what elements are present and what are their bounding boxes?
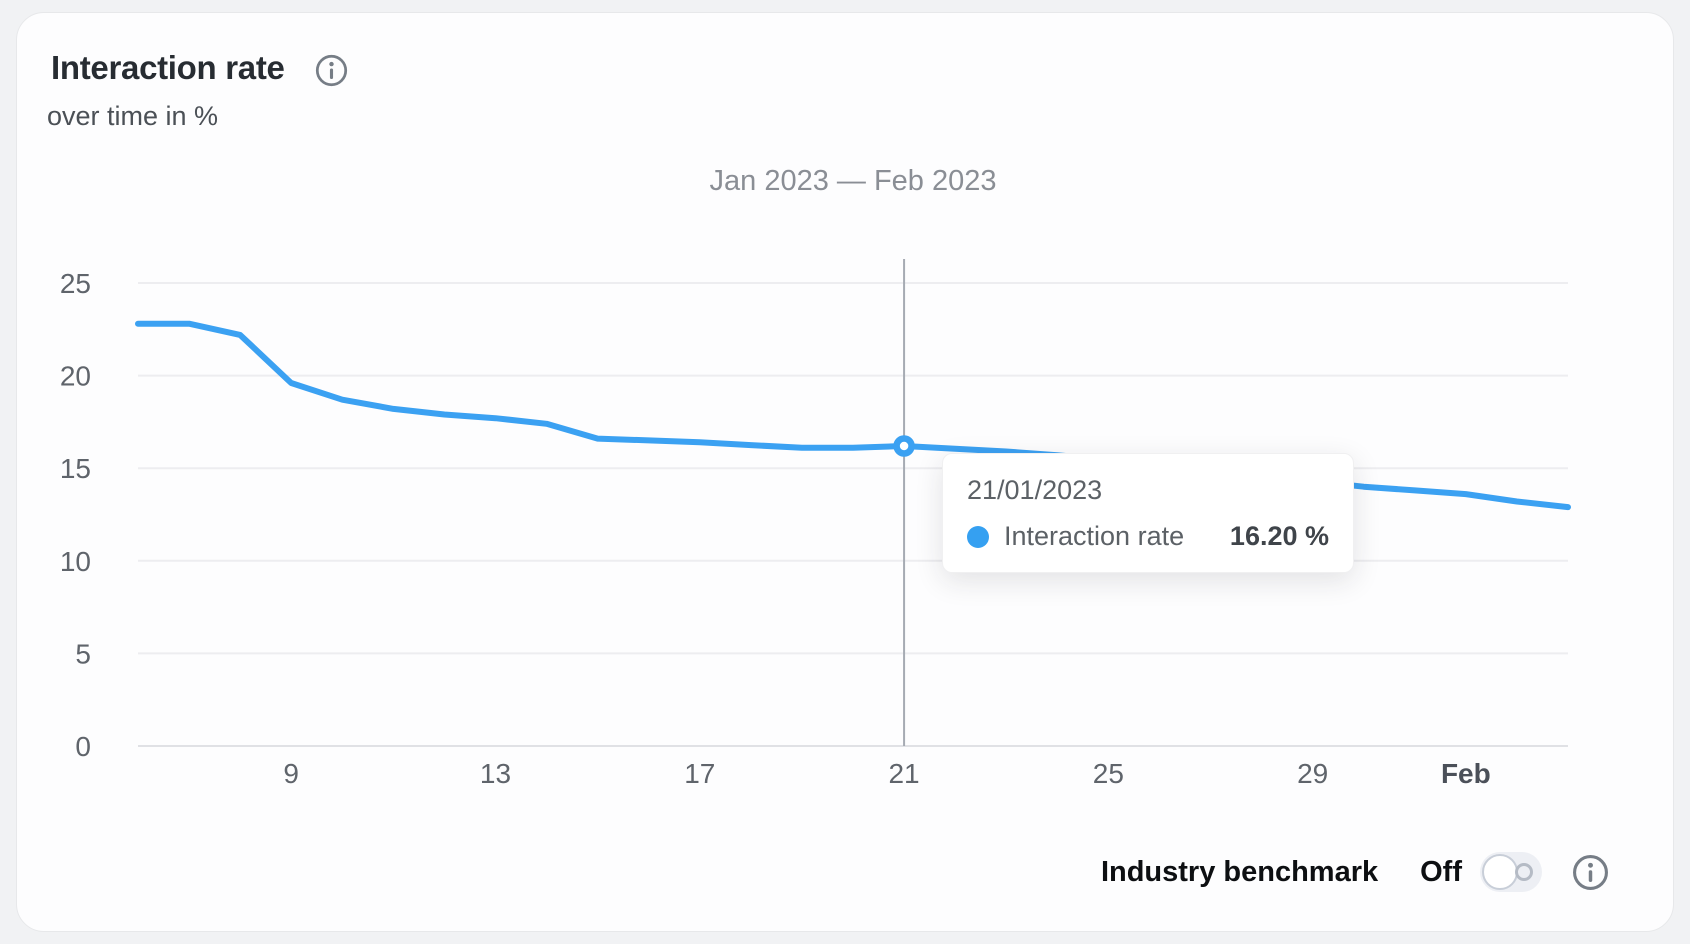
info-icon bbox=[315, 54, 348, 87]
benchmark-row: Industry benchmark Off bbox=[1101, 851, 1609, 893]
series-dot-icon bbox=[967, 525, 989, 548]
x-tick-label: 21 bbox=[888, 758, 919, 789]
chart-date-range: Jan 2023 — Feb 2023 bbox=[709, 165, 997, 197]
page-title: Interaction rate bbox=[51, 49, 285, 86]
benchmark-state: Off bbox=[1420, 855, 1462, 888]
x-tick-label: 17 bbox=[684, 758, 715, 789]
page-subtitle: over time in % bbox=[47, 101, 219, 131]
x-tick-label: 9 bbox=[283, 758, 299, 789]
title-info-icon[interactable] bbox=[315, 54, 348, 87]
info-icon bbox=[1573, 854, 1608, 890]
chart-tooltip: 21/01/2023 Interaction rate 16.20 % bbox=[942, 453, 1354, 573]
tooltip-date: 21/01/2023 bbox=[967, 475, 1103, 505]
toggle-off-ring-icon bbox=[1515, 863, 1533, 881]
y-tick-label: 20 bbox=[60, 361, 91, 392]
y-tick-label: 10 bbox=[60, 546, 91, 577]
highlight-marker[interactable] bbox=[893, 435, 915, 457]
y-tick-label: 5 bbox=[75, 638, 91, 669]
y-tick-label: 15 bbox=[60, 453, 91, 484]
benchmark-toggle[interactable] bbox=[1480, 852, 1542, 892]
x-tick-label: Feb bbox=[1441, 758, 1491, 789]
y-tick-label: 0 bbox=[75, 731, 91, 762]
tooltip-value: 16.20 % bbox=[1229, 521, 1329, 551]
toggle-knob[interactable] bbox=[1482, 854, 1518, 890]
tooltip-series-row: Interaction rate 16.20 % bbox=[967, 521, 1329, 552]
x-tick-label: 25 bbox=[1093, 758, 1124, 789]
x-tick-label: 29 bbox=[1297, 758, 1328, 789]
y-tick-label: 25 bbox=[60, 268, 91, 299]
benchmark-info-icon[interactable] bbox=[1572, 854, 1609, 891]
tooltip-series-label: Interaction rate bbox=[1004, 521, 1185, 551]
interaction-rate-card: Interaction rate over time in % Jan 2023… bbox=[16, 12, 1674, 932]
benchmark-label: Industry benchmark bbox=[1100, 855, 1379, 888]
line-chart[interactable]: 0 5 10 15 20 25 9 13 17 21 25 29 Feb bbox=[17, 13, 1675, 933]
x-tick-label: 13 bbox=[480, 758, 511, 789]
